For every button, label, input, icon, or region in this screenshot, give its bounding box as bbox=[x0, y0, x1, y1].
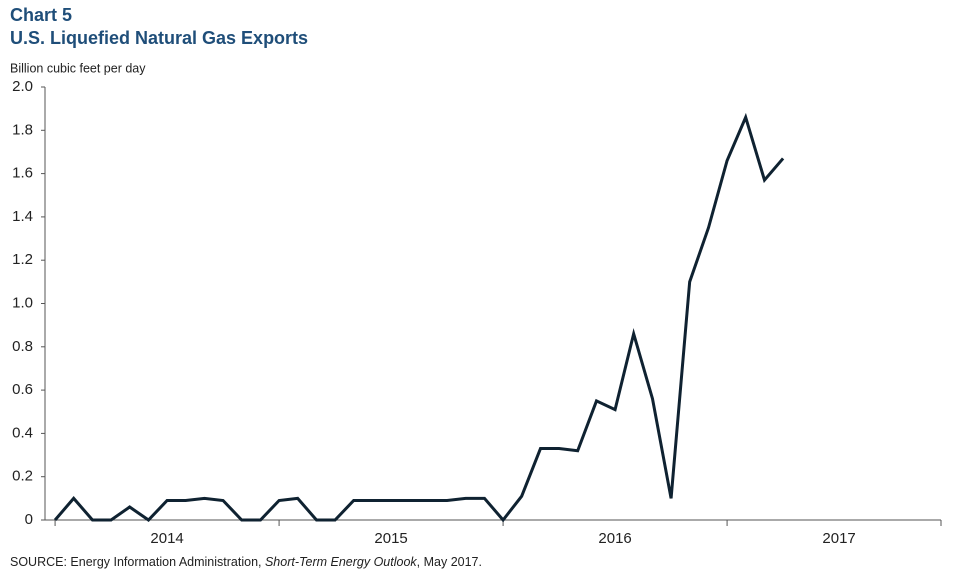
x-tick-label: 2014 bbox=[150, 530, 183, 547]
y-tick-label: 2.0 bbox=[12, 78, 33, 95]
source-title: Short-Term Energy Outlook bbox=[265, 555, 417, 569]
y-tick-label: 0 bbox=[25, 511, 33, 528]
source-text: , May 2017. bbox=[417, 555, 482, 569]
y-tick-label: 1.0 bbox=[12, 294, 33, 311]
y-tick-label: 0.6 bbox=[12, 381, 33, 398]
y-tick-label: 0.2 bbox=[12, 468, 33, 485]
chart-title: Chart 5 bbox=[10, 5, 72, 25]
chart-subtitle: U.S. Liquefied Natural Gas Exports bbox=[10, 28, 308, 48]
y-axis-label: Billion cubic feet per day bbox=[10, 61, 146, 75]
y-tick-label: 0.4 bbox=[12, 424, 33, 441]
y-tick-label: 0.8 bbox=[12, 338, 33, 355]
y-tick-label: 1.2 bbox=[12, 251, 33, 268]
source-text: SOURCE: Energy Information Administratio… bbox=[10, 555, 265, 569]
x-tick-label: 2015 bbox=[374, 530, 407, 547]
y-tick-label: 1.4 bbox=[12, 208, 33, 225]
y-tick-label: 1.6 bbox=[12, 165, 33, 182]
x-tick-label: 2016 bbox=[598, 530, 631, 547]
y-tick-label: 1.8 bbox=[12, 121, 33, 138]
source-note: SOURCE: Energy Information Administratio… bbox=[10, 555, 482, 569]
x-tick-label: 2017 bbox=[822, 530, 855, 547]
data-line bbox=[53, 112, 785, 523]
